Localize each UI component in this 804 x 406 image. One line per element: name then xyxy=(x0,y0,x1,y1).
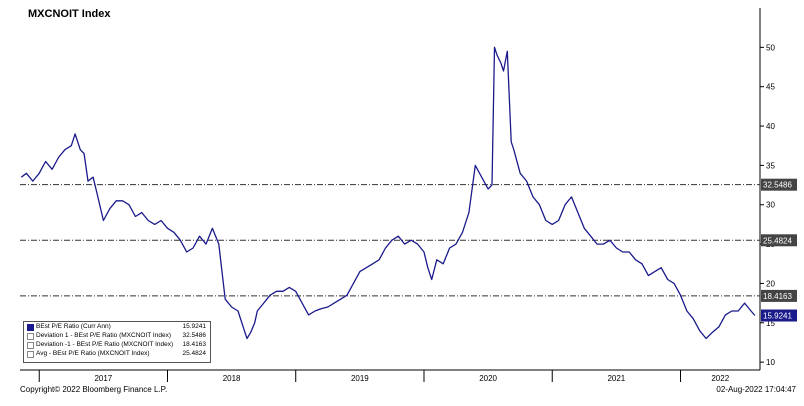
legend: BEst P/E Ratio (Curr Ann) 15.9241 Deviat… xyxy=(23,321,211,363)
reference-label: 25.4824 xyxy=(763,236,792,245)
legend-value: 32.5486 xyxy=(182,332,207,339)
reference-label-box xyxy=(761,289,797,302)
value-labels-layer: 32.5486 25.4824 18.4163 15.9241 xyxy=(761,178,797,322)
reference-label-box xyxy=(761,234,797,247)
y-tick-label: 15 xyxy=(766,319,775,328)
legend-item: BEst P/E Ratio (Curr Ann) 15.9241 xyxy=(24,322,210,331)
legend-swatch-icon xyxy=(27,333,34,340)
legend-value: 25.4824 xyxy=(182,350,207,357)
series-layer xyxy=(20,46,756,340)
reference-label-box xyxy=(761,178,797,191)
reference-lines-layer xyxy=(20,184,760,297)
x-tick-label: 2018 xyxy=(223,374,241,383)
y-tick-label: 30 xyxy=(766,201,775,210)
legend-item: Deviation -1 - BEst P/E Ratio (MXCNOIT I… xyxy=(24,340,210,349)
chart-title: MXCNOIT Index xyxy=(28,8,111,20)
legend-swatch-icon xyxy=(27,351,34,358)
x-tick-label: 2021 xyxy=(607,374,625,383)
y-tick-label: 10 xyxy=(766,358,775,367)
x-tick-label: 2020 xyxy=(479,374,497,383)
legend-item: Deviation 1 - BEst P/E Ratio (MXCNOIT In… xyxy=(24,331,210,340)
legend-item: Avg - BEst P/E Ratio (MXCNOIT Index) 25.… xyxy=(24,349,210,358)
legend-swatch-icon xyxy=(27,342,34,349)
current-value-label: 15.9241 xyxy=(763,312,792,321)
reference-label: 18.4163 xyxy=(763,292,792,301)
series-line xyxy=(20,46,756,340)
current-value-box xyxy=(761,309,797,322)
axis-layer: 1015202530354045502017201820192020202120… xyxy=(20,8,775,383)
y-tick-label: 50 xyxy=(766,43,775,52)
legend-label: Deviation 1 - BEst P/E Ratio (MXCNOIT In… xyxy=(36,332,171,339)
y-tick-label: 35 xyxy=(766,161,775,170)
x-tick-label: 2022 xyxy=(711,374,729,383)
legend-label: Deviation -1 - BEst P/E Ratio (MXCNOIT I… xyxy=(36,341,174,348)
timestamp-text: 02-Aug-2022 17:04:47 xyxy=(716,385,796,394)
legend-value: 18.4163 xyxy=(182,341,207,348)
copyright-text: Copyright© 2022 Bloomberg Finance L.P. xyxy=(20,385,168,394)
legend-swatch-icon xyxy=(27,324,34,331)
reference-label: 32.5486 xyxy=(763,181,792,190)
y-tick-label: 40 xyxy=(766,122,775,131)
legend-value: 15.9241 xyxy=(182,323,207,330)
y-tick-label: 45 xyxy=(766,83,775,92)
x-tick-label: 2017 xyxy=(94,374,112,383)
legend-label: Avg - BEst P/E Ratio (MXCNOIT Index) xyxy=(36,350,150,357)
legend-label: BEst P/E Ratio (Curr Ann) xyxy=(36,323,111,330)
x-tick-label: 2019 xyxy=(351,374,369,383)
y-tick-label: 20 xyxy=(766,279,775,288)
